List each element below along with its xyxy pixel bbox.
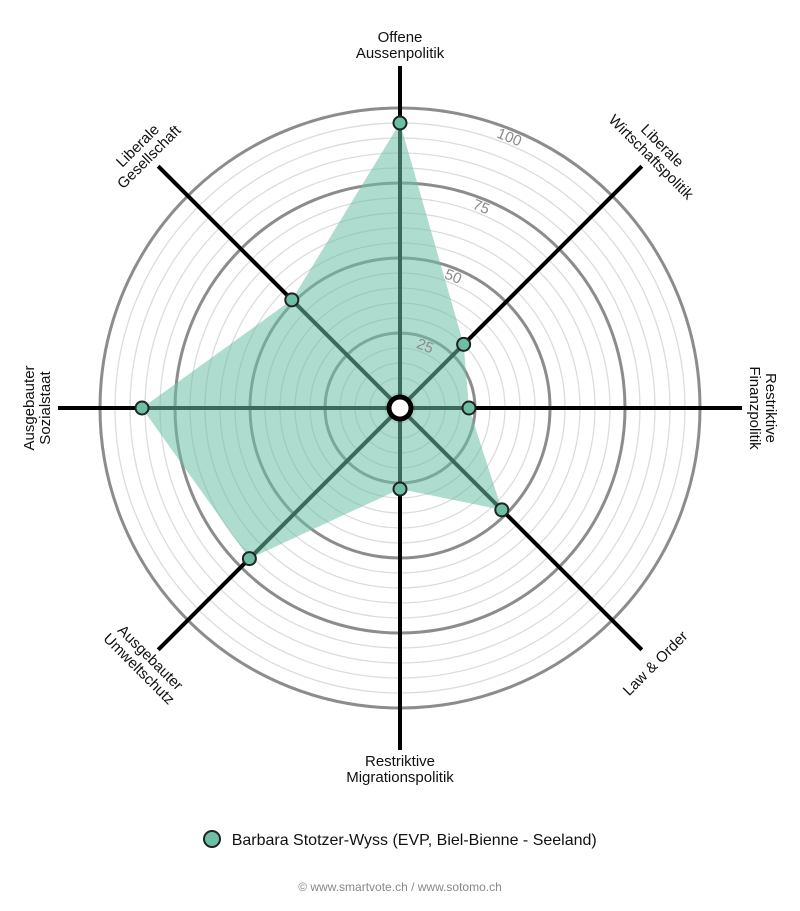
data-point — [241, 551, 257, 567]
center-marker — [386, 394, 414, 422]
axis-label-line: Migrationspolitik — [346, 769, 454, 786]
series-polygon — [142, 123, 502, 559]
axis-label-line: Finanzpolitik — [746, 366, 763, 450]
data-point — [461, 400, 477, 416]
axis-label-line: Sozialstaat — [37, 370, 54, 444]
data-point — [392, 481, 408, 497]
series-points — [134, 115, 510, 567]
axis-label: Ausgebauter Sozialstaat — [21, 365, 54, 450]
tick-label: 75 — [470, 196, 492, 218]
footer-credit: © www.smartvote.ch / www.sotomo.ch — [298, 880, 502, 894]
legend: Barbara Stotzer-Wyss (EVP, Biel-Bienne -… — [0, 830, 800, 850]
tick-label: 50 — [442, 266, 464, 288]
data-point — [134, 400, 150, 416]
data-point — [494, 502, 510, 518]
data-point — [392, 115, 408, 131]
tick-label: 25 — [414, 335, 436, 357]
series-area — [142, 123, 502, 559]
axis-label-line: Restriktive — [762, 373, 779, 443]
axis-label-line: Offene — [378, 29, 423, 46]
legend-label: Barbara Stotzer-Wyss (EVP, Biel-Bienne -… — [231, 832, 597, 849]
tick-labels: 25 50 75 100 — [414, 125, 524, 357]
tick-label: 100 — [494, 125, 524, 150]
data-point — [284, 292, 300, 308]
axis-label-line: Ausgebauter — [21, 365, 38, 450]
axis-label-line: Aussenpolitik — [356, 45, 445, 62]
data-point — [456, 336, 472, 352]
axis-label-line: Restriktive — [365, 753, 435, 770]
legend-swatch — [203, 830, 222, 848]
